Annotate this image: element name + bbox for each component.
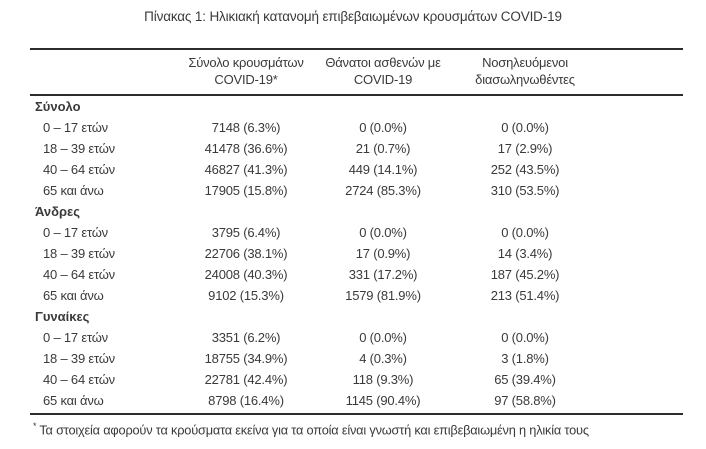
table-row: 18 – 39 ετών 22706 (38.1%) 17 (0.9%) 14 … [30, 243, 683, 264]
row-spacer [606, 390, 683, 411]
age-label: 40 – 64 ετών [43, 372, 115, 387]
table-header-row: Σύνολο κρουσμάτων COVID-19* Θάνατοι ασθε… [30, 48, 683, 96]
cases-value: 24008 (40.3%) [204, 267, 288, 282]
column-header-spacer [606, 55, 683, 88]
column-header-empty [30, 55, 170, 88]
row-spacer [606, 369, 683, 390]
row-spacer [606, 180, 683, 201]
cases-value: 41478 (36.6%) [204, 141, 288, 156]
row-spacer [606, 159, 683, 180]
table-row: 65 και άνω 17905 (15.8%) 2724 (85.3%) 31… [30, 180, 683, 201]
deaths-value: 1579 (81.9%) [345, 288, 421, 303]
section-header-total: Σύνολο [35, 99, 81, 114]
deaths-value: 1145 (90.4%) [345, 393, 421, 408]
row-spacer [606, 348, 683, 369]
age-label: 18 – 39 ετών [43, 351, 115, 366]
cases-value: 9102 (15.3%) [208, 288, 284, 303]
column-header-cases-line2: COVID-19* [214, 71, 278, 87]
intubated-value: 0 (0.0%) [501, 225, 549, 240]
intubated-value: 310 (53.5%) [490, 183, 560, 198]
section-header-women: Γυναίκες [35, 309, 90, 324]
footnote-marker: * [33, 421, 37, 431]
deaths-value: 0 (0.0%) [359, 330, 407, 345]
age-label: 18 – 39 ετών [43, 141, 115, 156]
deaths-value: 21 (0.7%) [355, 141, 411, 156]
deaths-value: 0 (0.0%) [359, 120, 407, 135]
row-spacer [606, 327, 683, 348]
deaths-value: 0 (0.0%) [359, 225, 407, 240]
age-label: 65 και άνω [43, 183, 104, 198]
intubated-value: 0 (0.0%) [501, 120, 549, 135]
deaths-value: 2724 (85.3%) [345, 183, 421, 198]
intubated-value: 3 (1.8%) [501, 351, 549, 366]
page-title: Πίνακας 1: Ηλικιακή κατανομή επιβεβαιωμέ… [144, 9, 562, 24]
row-spacer [606, 138, 683, 159]
row-spacer [606, 243, 683, 264]
intubated-value: 17 (2.9%) [497, 141, 553, 156]
deaths-value: 118 (9.3%) [352, 372, 414, 387]
age-label: 40 – 64 ετών [43, 162, 115, 177]
cases-value: 7148 (6.3%) [211, 120, 281, 135]
age-label: 0 – 17 ετών [43, 225, 108, 240]
age-label: 65 και άνω [43, 393, 104, 408]
table-row: 40 – 64 ετών 24008 (40.3%) 331 (17.2%) 1… [30, 264, 683, 285]
age-label: 65 και άνω [43, 288, 104, 303]
footnote: * Τα στοιχεία αφορούν τα κρούσματα εκείνα… [33, 418, 693, 438]
cases-value: 22781 (42.4%) [204, 372, 288, 387]
intubated-value: 65 (39.4%) [494, 372, 556, 387]
table-row: 0 – 17 ετών 3351 (6.2%) 0 (0.0%) 0 (0.0%… [30, 327, 683, 348]
cases-value: 3351 (6.2%) [211, 330, 281, 345]
intubated-value: 0 (0.0%) [501, 330, 549, 345]
intubated-value: 213 (51.4%) [490, 288, 560, 303]
column-header-intubated-line1: Νοσηλευόμενοι [482, 55, 568, 70]
intubated-value: 187 (45.2%) [490, 267, 560, 282]
age-label: 18 – 39 ετών [43, 246, 115, 261]
table-row: 18 – 39 ετών 41478 (36.6%) 21 (0.7%) 17 … [30, 138, 683, 159]
deaths-value: 17 (0.9%) [355, 246, 411, 261]
table-row: 40 – 64 ετών 22781 (42.4%) 118 (9.3%) 65… [30, 369, 683, 390]
table-row: 40 – 64 ετών 46827 (41.3%) 449 (14.1%) 2… [30, 159, 683, 180]
intubated-value: 252 (43.5%) [490, 162, 560, 177]
age-label: 0 – 17 ετών [43, 330, 108, 345]
table-row: 0 – 17 ετών 3795 (6.4%) 0 (0.0%) 0 (0.0%… [30, 222, 683, 243]
cases-value: 8798 (16.4%) [208, 393, 284, 408]
cases-value: 46827 (41.3%) [204, 162, 288, 177]
age-label: 0 – 17 ετών [43, 120, 108, 135]
column-header-deaths-line2: COVID-19 [353, 71, 413, 87]
age-label: 40 – 64 ετών [43, 267, 115, 282]
cases-value: 22706 (38.1%) [204, 246, 288, 261]
column-header-deaths-line1: Θάνατοι ασθενών με [325, 55, 441, 70]
table-body: Σύνολο 0 – 17 ετών 7148 (6.3%) 0 (0.0%) … [30, 96, 683, 415]
cases-value: 17905 (15.8%) [204, 183, 288, 198]
cases-value: 3795 (6.4%) [211, 225, 281, 240]
intubated-value: 97 (58.8%) [494, 393, 556, 408]
row-spacer [606, 285, 683, 306]
data-table: Σύνολο κρουσμάτων COVID-19* Θάνατοι ασθε… [30, 48, 683, 415]
column-header-cases: Σύνολο κρουσμάτων COVID-19* [170, 55, 322, 88]
intubated-value: 14 (3.4%) [497, 246, 553, 261]
table-row: 65 και άνω 8798 (16.4%) 1145 (90.4%) 97 … [30, 390, 683, 411]
row-spacer [606, 264, 683, 285]
deaths-value: 449 (14.1%) [348, 162, 418, 177]
column-header-cases-line1: Σύνολο κρουσμάτων [188, 55, 304, 70]
column-header-intubated: Νοσηλευόμενοι διασωληνωθέντες [444, 55, 606, 88]
section-header-men: Άνδρες [35, 204, 80, 219]
cases-value: 18755 (34.9%) [204, 351, 288, 366]
row-spacer [606, 222, 683, 243]
table-row: 18 – 39 ετών 18755 (34.9%) 4 (0.3%) 3 (1… [30, 348, 683, 369]
table-row: 65 και άνω 9102 (15.3%) 1579 (81.9%) 213… [30, 285, 683, 306]
column-header-intubated-line2: διασωληνωθέντες [475, 71, 575, 87]
table-row: 0 – 17 ετών 7148 (6.3%) 0 (0.0%) 0 (0.0%… [30, 117, 683, 138]
column-header-deaths: Θάνατοι ασθενών με COVID-19 [322, 55, 444, 88]
deaths-value: 4 (0.3%) [359, 351, 407, 366]
row-spacer [606, 117, 683, 138]
deaths-value: 331 (17.2%) [348, 267, 418, 282]
footnote-text: Τα στοιχεία αφορούν τα κρούσματα εκείνα … [39, 422, 589, 438]
